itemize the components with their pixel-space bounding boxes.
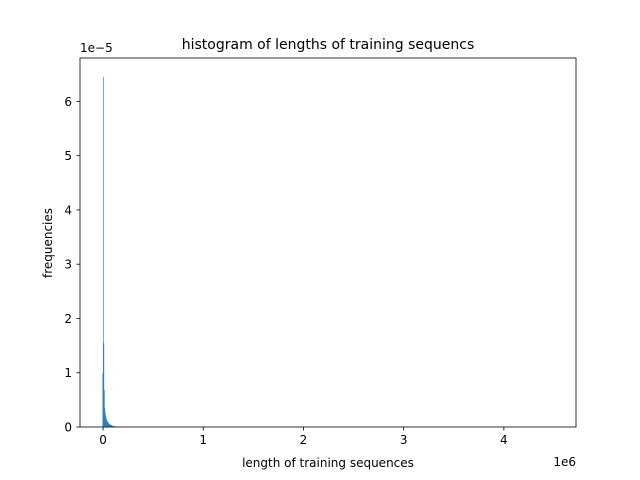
x-axis-label: length of training sequences	[242, 456, 414, 470]
histogram-bar	[108, 423, 110, 427]
y-tick-label: 4	[64, 203, 72, 217]
histogram-bar	[105, 416, 107, 427]
y-tick-label: 0	[64, 421, 72, 435]
y-tick-label: 1	[64, 366, 72, 380]
histogram-bar	[112, 425, 113, 427]
x-axis-multiplier: 1e6	[553, 455, 576, 469]
y-axis-label: frequencies	[41, 208, 55, 278]
histogram-bar	[102, 372, 104, 427]
histogram-bar	[103, 76, 104, 428]
histogram-bar	[104, 408, 106, 427]
y-tick-label: 6	[64, 95, 72, 109]
x-tick-label: 2	[300, 433, 308, 447]
plot-frame	[79, 57, 577, 428]
histogram-bar	[110, 424, 111, 427]
histogram-bar	[108, 422, 109, 427]
x-tick-label: 1	[199, 433, 207, 447]
y-tick-label: 5	[64, 149, 72, 163]
histogram-bar	[113, 426, 115, 427]
x-tick-label: 4	[500, 433, 508, 447]
histogram-bar	[113, 426, 114, 427]
histogram-bar	[104, 390, 105, 427]
y-axis-multiplier: 1e−5	[80, 41, 113, 55]
axes-group: 0 1 2 3 4 0 1 2 3 4 5 6	[64, 57, 577, 447]
histogram-bar	[103, 342, 105, 427]
histogram-bar	[112, 425, 114, 427]
y-tick-label: 2	[64, 312, 72, 326]
histogram-bar	[106, 419, 108, 427]
chart-title: histogram of lengths of training sequenc…	[182, 37, 475, 53]
x-tick-label: 0	[99, 433, 107, 447]
histogram-bar	[110, 424, 112, 427]
histogram-bar	[111, 425, 112, 427]
y-tick-label: 3	[64, 258, 72, 272]
histogram-bar	[107, 421, 108, 427]
histogram-bar	[105, 412, 106, 427]
histogram-bar	[109, 423, 110, 427]
histogram-bar	[107, 422, 109, 427]
histogram-bar	[109, 424, 111, 427]
x-tick-label: 3	[400, 433, 408, 447]
histogram-bar	[111, 425, 113, 427]
histogram-bar	[106, 418, 107, 427]
